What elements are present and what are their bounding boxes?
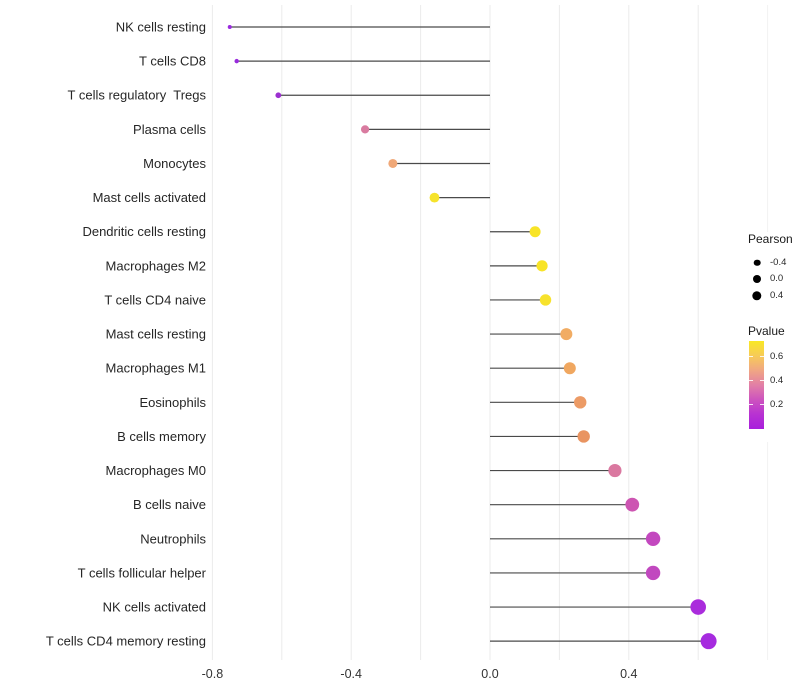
lollipop-dot — [690, 599, 706, 615]
colorbar-tick-label: 0.6 — [770, 350, 784, 362]
lollipop-dot — [560, 328, 573, 341]
category-label: T cells CD4 memory resting — [46, 634, 206, 649]
size-legend-entry: 0.0 — [746, 271, 800, 288]
category-label: T cells follicular helper — [78, 565, 207, 580]
lollipop-dot — [563, 362, 576, 375]
category-label: Mast cells activated — [93, 190, 206, 205]
legend-panel: Pearson -0.4 0.0 0.4 Pvalue 0.6 0.4 0.2 — [746, 232, 800, 442]
x-tick-label: 0.0 — [481, 667, 498, 681]
lollipop-dot — [608, 463, 622, 478]
category-label: NK cells resting — [116, 20, 206, 35]
category-label: T cells regulatory Tregs — [68, 88, 207, 103]
colorbar-tick — [760, 404, 764, 406]
colorbar-title: Pvalue — [748, 324, 785, 338]
x-tick-label: 0.4 — [620, 667, 637, 681]
size-legend-dot-icon — [753, 275, 761, 284]
category-label: Macrophages M2 — [106, 258, 206, 273]
colorbar-tick — [749, 356, 753, 358]
size-legend-dot-icon — [753, 259, 761, 266]
colorbar-tick-label: 0.4 — [770, 374, 784, 386]
x-tick-label: -0.8 — [202, 667, 224, 681]
lollipop-dot — [227, 25, 232, 29]
lollipop-dot — [625, 497, 640, 512]
lollipop-dot — [536, 260, 548, 272]
size-legend-entry: -0.4 — [746, 254, 800, 271]
size-legend-label: -0.4 — [770, 256, 787, 268]
pvalue-colorbar — [749, 341, 764, 429]
category-label: Eosinophils — [140, 395, 207, 410]
colorbar-tick — [749, 380, 753, 382]
colorbar-tick — [749, 404, 753, 406]
category-label: Macrophages M0 — [106, 463, 206, 478]
category-label: Monocytes — [143, 156, 206, 171]
lollipop-dot — [539, 294, 552, 306]
size-legend-label: 0.4 — [770, 289, 784, 301]
lollipop-dot — [529, 226, 541, 238]
lollipop-dot — [388, 158, 398, 168]
category-label: Macrophages M1 — [106, 361, 206, 376]
category-label: T cells CD4 naive — [104, 292, 206, 307]
category-label: Dendritic cells resting — [82, 224, 206, 239]
size-legend-dot-icon — [752, 290, 762, 301]
category-label: B cells memory — [117, 429, 206, 444]
lollipop-dot — [429, 192, 440, 203]
lollipop-dot — [700, 633, 717, 650]
category-label: NK cells activated — [103, 600, 206, 615]
x-tick-label: -0.4 — [340, 667, 362, 681]
lollipop-dot — [577, 430, 590, 443]
lollipop-dot — [360, 125, 370, 134]
lollipop-dot — [574, 396, 587, 409]
colorbar-tick-label: 0.2 — [770, 398, 784, 410]
category-label: T cells CD8 — [139, 54, 206, 69]
category-label: Mast cells resting — [106, 327, 206, 342]
size-legend-label: 0.0 — [770, 273, 784, 285]
lollipop-dot — [645, 531, 661, 546]
lollipop-dot — [275, 92, 282, 99]
category-label: Plasma cells — [133, 122, 206, 137]
category-label: B cells naive — [133, 497, 206, 512]
category-label: Neutrophils — [140, 531, 206, 546]
lollipop-dot — [645, 565, 661, 581]
colorbar-tick — [760, 380, 764, 382]
colorbar-tick — [760, 356, 764, 358]
lollipop-dot — [234, 58, 239, 64]
size-legend-title: Pearson — [748, 232, 793, 246]
size-legend-entry: 0.4 — [746, 287, 800, 304]
